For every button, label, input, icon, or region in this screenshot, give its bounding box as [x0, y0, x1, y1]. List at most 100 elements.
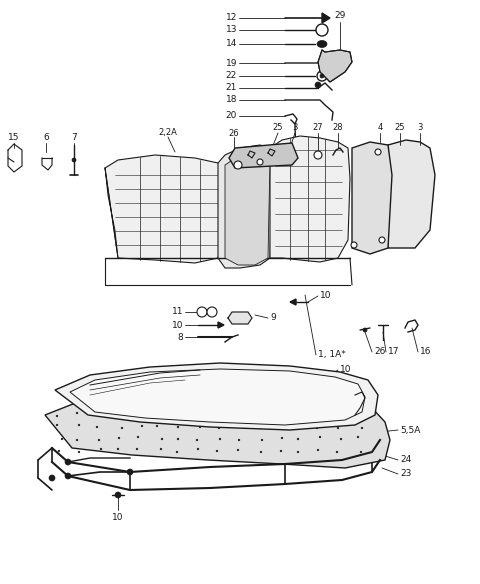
Text: 2,2A: 2,2A	[158, 128, 178, 137]
Circle shape	[65, 473, 71, 479]
Circle shape	[280, 427, 282, 429]
Circle shape	[300, 449, 302, 451]
Circle shape	[257, 159, 263, 165]
Circle shape	[256, 414, 258, 416]
Circle shape	[77, 449, 79, 451]
Text: 25: 25	[273, 123, 283, 133]
Text: 14: 14	[226, 40, 237, 48]
Text: 10: 10	[340, 366, 351, 374]
Text: 16: 16	[420, 347, 432, 356]
Text: 11: 11	[171, 308, 183, 317]
Polygon shape	[388, 140, 435, 248]
Circle shape	[197, 307, 207, 317]
Circle shape	[375, 149, 381, 155]
Circle shape	[351, 242, 357, 248]
Circle shape	[280, 414, 282, 416]
Circle shape	[156, 448, 158, 450]
Circle shape	[257, 426, 259, 428]
Circle shape	[237, 424, 239, 426]
Circle shape	[178, 415, 180, 417]
Circle shape	[359, 427, 361, 429]
Circle shape	[220, 448, 222, 450]
Text: 9: 9	[270, 314, 276, 322]
Circle shape	[200, 438, 202, 440]
Text: 22: 22	[226, 71, 237, 81]
Circle shape	[117, 438, 119, 440]
Circle shape	[320, 424, 322, 426]
Circle shape	[258, 451, 260, 453]
Circle shape	[360, 448, 362, 450]
Circle shape	[315, 82, 321, 88]
Circle shape	[217, 427, 219, 429]
Circle shape	[281, 437, 283, 439]
Circle shape	[140, 415, 142, 417]
Circle shape	[241, 412, 243, 414]
Circle shape	[115, 492, 121, 498]
Circle shape	[340, 450, 342, 452]
Circle shape	[317, 71, 327, 81]
Circle shape	[100, 426, 102, 428]
Polygon shape	[55, 363, 378, 430]
Circle shape	[72, 158, 76, 162]
Text: 17: 17	[388, 347, 399, 356]
Circle shape	[60, 426, 62, 428]
Circle shape	[77, 427, 79, 429]
Text: 26: 26	[374, 347, 385, 356]
Text: 15: 15	[8, 134, 20, 142]
Text: 8: 8	[340, 376, 346, 384]
Polygon shape	[290, 299, 296, 305]
Circle shape	[316, 24, 328, 36]
Polygon shape	[218, 322, 224, 328]
Text: 19: 19	[226, 58, 237, 68]
Polygon shape	[229, 143, 298, 168]
Polygon shape	[45, 388, 390, 468]
Circle shape	[49, 475, 55, 481]
Circle shape	[136, 448, 138, 450]
Circle shape	[117, 424, 119, 426]
Text: 23: 23	[400, 470, 411, 478]
Circle shape	[101, 413, 103, 415]
Text: 12: 12	[226, 13, 237, 23]
Circle shape	[197, 451, 199, 453]
Polygon shape	[352, 142, 392, 254]
Polygon shape	[225, 152, 270, 265]
Polygon shape	[218, 145, 272, 268]
Circle shape	[59, 414, 61, 416]
Circle shape	[101, 437, 103, 439]
Circle shape	[321, 437, 323, 439]
Polygon shape	[318, 50, 352, 82]
Text: 21: 21	[226, 84, 237, 92]
Circle shape	[159, 427, 161, 429]
Circle shape	[360, 436, 362, 438]
Circle shape	[119, 412, 121, 414]
Circle shape	[79, 439, 81, 441]
Text: 27: 27	[312, 123, 324, 133]
Text: 6: 6	[43, 134, 49, 142]
Circle shape	[314, 151, 322, 159]
Circle shape	[320, 412, 322, 414]
Text: 29: 29	[334, 12, 346, 20]
Circle shape	[220, 439, 222, 441]
Circle shape	[127, 469, 133, 475]
Circle shape	[337, 413, 339, 415]
Ellipse shape	[317, 40, 327, 47]
Circle shape	[239, 436, 241, 438]
Circle shape	[339, 438, 341, 440]
Circle shape	[65, 459, 71, 465]
Circle shape	[78, 415, 80, 417]
Polygon shape	[228, 312, 252, 324]
Polygon shape	[322, 13, 330, 23]
Circle shape	[58, 451, 60, 453]
Circle shape	[116, 448, 118, 450]
Text: 26: 26	[228, 128, 240, 137]
Circle shape	[337, 426, 339, 428]
Circle shape	[298, 436, 300, 438]
Text: 10: 10	[112, 513, 124, 523]
Circle shape	[177, 426, 179, 428]
Circle shape	[60, 436, 62, 438]
Circle shape	[363, 328, 367, 332]
Circle shape	[320, 449, 322, 451]
Text: 10: 10	[320, 291, 332, 301]
Circle shape	[136, 425, 138, 427]
Circle shape	[197, 426, 199, 428]
